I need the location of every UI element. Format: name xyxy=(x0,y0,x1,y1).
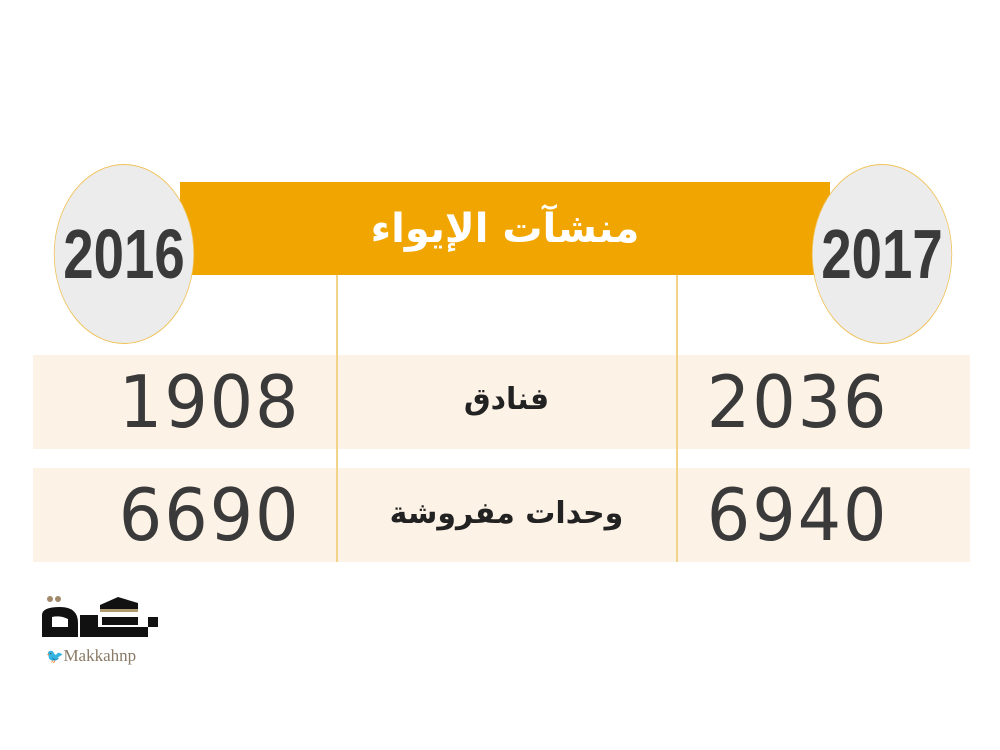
cell-2016-hotels: 1908 xyxy=(119,360,301,444)
cell-2017-hotels: 2036 xyxy=(707,360,889,444)
cell-2017-furnished: 6940 xyxy=(707,473,889,557)
table-row xyxy=(33,355,970,449)
makkah-logo xyxy=(40,593,160,647)
table-title: منشآت الإيواء xyxy=(370,205,640,252)
year-circle-2017: 2017 xyxy=(811,164,953,344)
row-label-furnished-units: وحدات مفروشة xyxy=(389,496,624,531)
social-handle: 🐦Makkahnp xyxy=(46,646,137,665)
twitter-bird-icon: 🐦 xyxy=(46,650,64,665)
column-divider xyxy=(676,275,678,562)
header-bar xyxy=(180,182,830,275)
year-circle-2016: 2016 xyxy=(53,164,195,344)
cell-2016-furnished: 6690 xyxy=(119,473,301,557)
table-row xyxy=(33,468,970,562)
column-divider xyxy=(336,275,338,562)
row-label-hotels: فنادق xyxy=(463,382,550,417)
